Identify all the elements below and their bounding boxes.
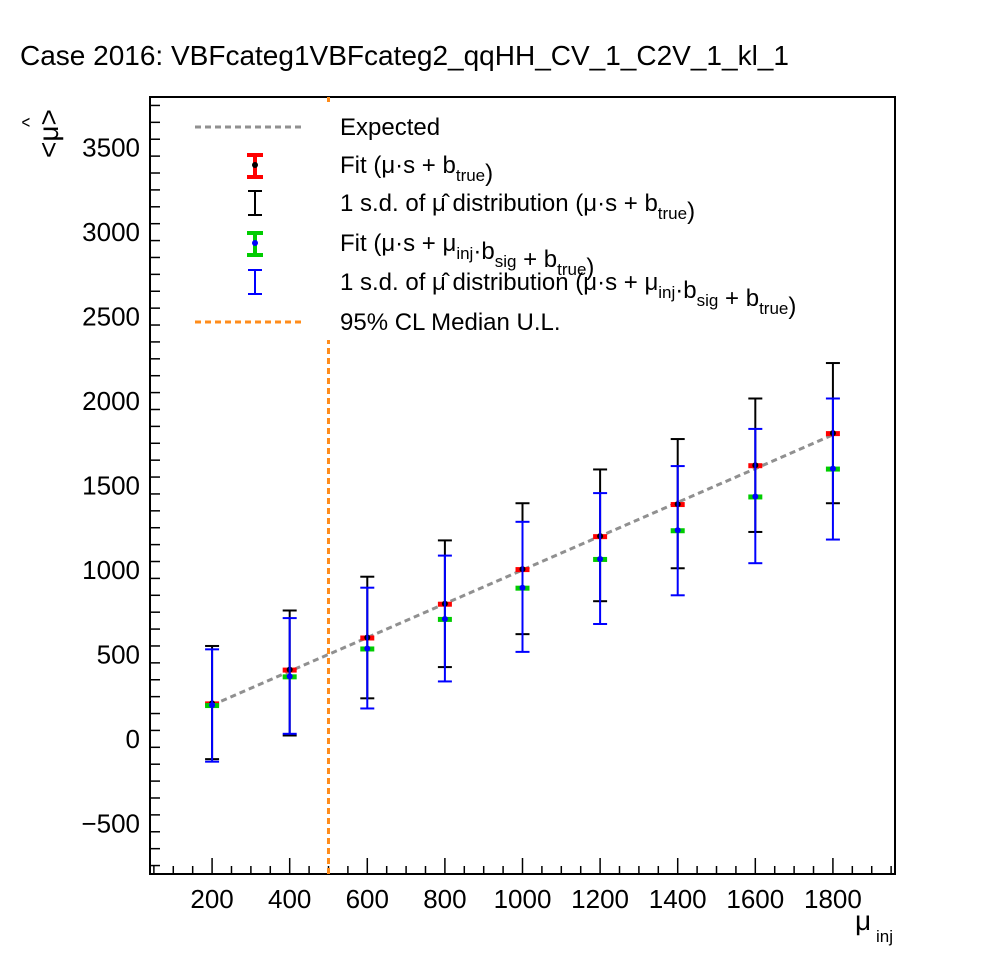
data-points xyxy=(205,362,840,763)
legend-text: 1 s.d. of μ̂ distribution (μ·s + μ xyxy=(340,269,658,296)
legend-text: ) xyxy=(788,293,796,320)
y-tick-label: −500 xyxy=(81,808,140,838)
legend-label: 1 s.d. of μ̂ distribution (μ·s + μinj·bs… xyxy=(340,269,796,320)
legend-text: Fit (μ·s + b xyxy=(340,152,456,179)
y-axis-label-hat: ^ xyxy=(19,117,41,127)
legend-text: + b xyxy=(718,285,759,312)
plot-area xyxy=(149,96,896,875)
minor-ticks xyxy=(150,104,892,874)
x-tick-label: 600 xyxy=(346,884,389,914)
x-tick-label: 200 xyxy=(190,884,233,914)
data-point xyxy=(829,465,836,472)
legend-text: + b xyxy=(516,246,557,273)
x-tick-label: 1400 xyxy=(649,884,707,914)
legend-label: 95% CL Median U.L. xyxy=(340,309,561,336)
y-tick-label: 0 xyxy=(126,724,140,754)
x-tick-label: 400 xyxy=(268,884,311,914)
legend-text: ) xyxy=(586,254,594,281)
y-axis-label: <μ> xyxy=(33,109,64,158)
data-point xyxy=(441,615,448,622)
legend-text: ) xyxy=(485,160,493,187)
x-axis-label: μ inj xyxy=(855,905,893,946)
legend-label: Fit (μ·s + μinj·bsig + btrue) xyxy=(340,230,594,281)
legend-label: Expected xyxy=(340,114,440,141)
y-tick-label: 2000 xyxy=(82,386,140,416)
legend-text: ) xyxy=(687,198,695,225)
legend-subscript: true xyxy=(456,166,485,185)
data-point xyxy=(364,645,371,652)
x-tick-label: 1200 xyxy=(571,884,629,914)
legend-text: ·b xyxy=(675,277,696,304)
x-tick-label: 1800 xyxy=(804,884,862,914)
legend-fit-sig-dot xyxy=(252,240,258,246)
data-point xyxy=(286,673,293,680)
legend-subscript: true xyxy=(658,204,687,223)
x-tick-labels: 200 400 600 800 1000 1200 1400 1600 1800 xyxy=(190,884,861,914)
y-tick-label: 1000 xyxy=(82,555,140,585)
y-tick-labels: −500 0 500 1000 1500 2000 2500 3000 3500 xyxy=(81,133,140,839)
chart-title: Case 2016: VBFcateg1VBFcateg2_qqHH_CV_1_… xyxy=(20,40,789,71)
legend-text: 1 s.d. of μ̂ distribution (μ·s + b xyxy=(340,190,658,217)
legend-subscript: true xyxy=(557,260,586,279)
x-tick-label: 1000 xyxy=(494,884,552,914)
legend-subscript: inj xyxy=(658,283,675,302)
y-tick-label: 1500 xyxy=(82,471,140,501)
y-tick-label: 500 xyxy=(97,639,140,669)
data-point xyxy=(597,555,604,562)
legend-label: 1 s.d. of μ̂ distribution (μ·s + btrue) xyxy=(340,190,695,225)
legend-text: ·b xyxy=(473,238,494,265)
legend-label: Fit (μ·s + btrue) xyxy=(340,152,493,187)
legend-text: 95% CL Median U.L. xyxy=(340,309,561,336)
data-point xyxy=(209,702,216,709)
y-tick-label: 3500 xyxy=(82,133,140,163)
legend-subscript: sig xyxy=(495,252,517,271)
legend-subscript: sig xyxy=(697,291,719,310)
y-tick-label: 3000 xyxy=(82,217,140,247)
x-tick-label: 1600 xyxy=(726,884,784,914)
legend-fit-true-dot xyxy=(252,162,258,168)
data-point xyxy=(674,527,681,534)
legend-subscript: true xyxy=(759,299,788,318)
legend-text: Fit (μ·s + μ xyxy=(340,230,456,257)
legend-subscript: inj xyxy=(456,244,473,263)
x-tick-label: 800 xyxy=(423,884,466,914)
legend-text: Expected xyxy=(340,114,440,141)
data-point xyxy=(519,584,526,591)
expected-line xyxy=(211,433,834,707)
y-tick-label: 2500 xyxy=(82,302,140,332)
plot-frame xyxy=(149,96,896,875)
x-axis-label-main: μ xyxy=(855,905,871,936)
x-axis-label-sub: inj xyxy=(876,927,893,946)
data-point xyxy=(752,493,759,500)
